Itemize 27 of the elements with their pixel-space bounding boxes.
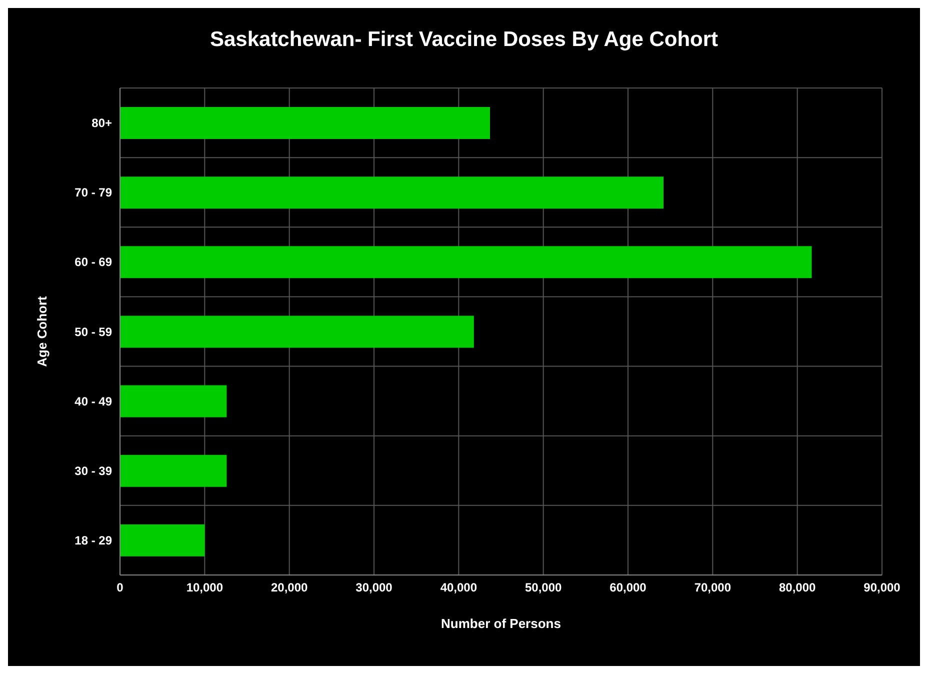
y-tick-label: 80+ bbox=[92, 116, 112, 130]
bar bbox=[120, 454, 227, 487]
bar bbox=[120, 385, 227, 418]
bar bbox=[120, 316, 474, 348]
bar bbox=[120, 524, 205, 556]
x-tick-label: 70,000 bbox=[694, 580, 732, 595]
y-axis-title: Age Cohort bbox=[34, 295, 50, 367]
x-tick-label: 40,000 bbox=[440, 580, 478, 595]
x-tick-label: 90,000 bbox=[864, 580, 901, 595]
x-tick-label: 50,000 bbox=[524, 580, 562, 595]
x-tick-label: 0 bbox=[116, 580, 124, 595]
y-tick-label: 40 - 49 bbox=[74, 394, 112, 408]
bar bbox=[120, 246, 812, 278]
y-tick-label: 18 - 29 bbox=[74, 533, 112, 548]
y-tick-label: 50 - 59 bbox=[74, 324, 112, 339]
bar bbox=[120, 107, 490, 139]
y-tick-label: 70 - 79 bbox=[74, 186, 112, 200]
x-tick-label: 10,000 bbox=[186, 580, 224, 595]
y-tick-label: 30 - 39 bbox=[74, 464, 112, 478]
x-axis-title: Number of Persons bbox=[441, 616, 561, 631]
x-tick-label: 80,000 bbox=[778, 580, 816, 595]
x-tick-label: 60,000 bbox=[610, 580, 647, 595]
bar bbox=[120, 176, 664, 209]
y-tick-label: 60 - 69 bbox=[74, 255, 112, 270]
chart-title: Saskatchewan- First Vaccine Doses By Age Cohort bbox=[208, 28, 720, 52]
x-tick-label: 20,000 bbox=[270, 580, 308, 595]
x-tick-label: 30,000 bbox=[356, 580, 393, 595]
